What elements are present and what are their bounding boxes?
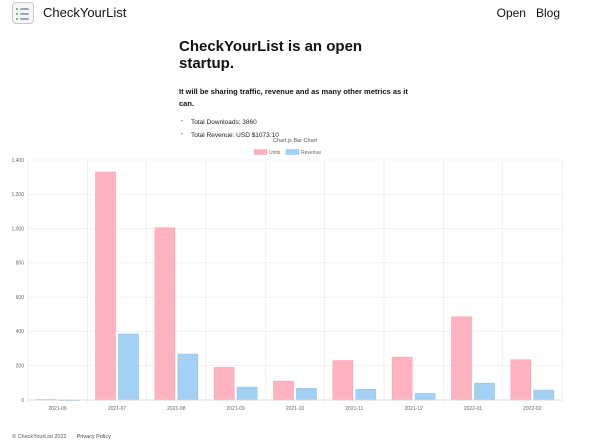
hero-section: CheckYourList is an open startup. It wil… bbox=[179, 38, 409, 142]
bar-units-2022-02 bbox=[510, 359, 532, 401]
bar-revenue-2021-09 bbox=[236, 386, 258, 401]
x-tick-label: 2021-11 bbox=[345, 406, 363, 412]
footer: © CheckYourList 2022 Privacy Policy bbox=[12, 434, 111, 440]
metric-total-downloads: Total Downloads: 3860 bbox=[179, 116, 409, 129]
bar-revenue-2021-11 bbox=[355, 389, 377, 401]
bar-revenue-2021-08 bbox=[177, 353, 199, 401]
x-tick-label: 2021-10 bbox=[286, 406, 305, 412]
nav-link-open[interactable]: Open bbox=[496, 6, 526, 20]
y-tick-label: 400 bbox=[16, 329, 25, 335]
bar-revenue-2021-10 bbox=[296, 388, 317, 401]
x-tick-label: 2021-08 bbox=[167, 406, 186, 412]
y-tick-label: 0 bbox=[21, 398, 24, 404]
y-tick-label: 600 bbox=[16, 295, 25, 301]
legend-swatch-revenue bbox=[285, 149, 300, 155]
y-tick-label: 800 bbox=[16, 261, 25, 267]
bar-chart-svg: Chart.js Bar Chart Units Revenue 0 200 400 600… bbox=[11, 138, 563, 412]
y-tick-label: 200 bbox=[16, 364, 25, 370]
checklist-logo-icon[interactable] bbox=[12, 2, 34, 24]
bar-units-2021-10 bbox=[273, 380, 294, 401]
x-tick-label: 2021-12 bbox=[404, 406, 423, 412]
bar-revenue-2022-01 bbox=[474, 382, 495, 401]
x-tick-label: 2022-02 bbox=[523, 406, 542, 412]
bar-units-2021-11 bbox=[332, 360, 354, 401]
x-tick-label: 2021-07 bbox=[108, 406, 127, 412]
y-tick-label: 1,400 bbox=[11, 158, 24, 164]
legend-label-revenue: Revenue bbox=[301, 150, 321, 156]
footer-privacy-link[interactable]: Privacy Policy bbox=[76, 434, 111, 440]
nav-link-blog[interactable]: Blog bbox=[535, 6, 560, 20]
page-title: CheckYourList is an open startup. bbox=[179, 38, 363, 72]
bar-revenue-2021-12 bbox=[414, 393, 436, 401]
metric-total-revenue: Total Revenue: USD $1073.10 bbox=[179, 129, 409, 142]
bar-units-2021-08 bbox=[154, 227, 176, 401]
bar-revenue-2021-07 bbox=[118, 333, 139, 401]
bar-units-2022-01 bbox=[451, 316, 472, 401]
bar-units-2021-12 bbox=[391, 356, 413, 401]
top-bar: CheckYourList Open Blog bbox=[0, 0, 600, 30]
bar-chart: Chart.js Bar Chart Units Revenue 0 200 400 600… bbox=[0, 132, 600, 422]
footer-copyright: © CheckYourList 2022 bbox=[12, 434, 67, 440]
brand-name[interactable]: CheckYourList bbox=[43, 5, 127, 20]
bar-revenue-2022-02 bbox=[533, 389, 555, 401]
metrics-list: Total Downloads: 3860 Total Revenue: USD… bbox=[179, 116, 409, 142]
x-tick-label: 2022-01 bbox=[464, 406, 483, 412]
main-nav: Open Blog bbox=[497, 6, 560, 20]
y-tick-label: 1,000 bbox=[11, 226, 24, 232]
legend-label-units: Units bbox=[269, 150, 281, 156]
bar-units-2021-09 bbox=[213, 367, 235, 401]
y-tick-label: 1,200 bbox=[11, 192, 24, 198]
legend-swatch-units bbox=[253, 149, 268, 155]
bar-units-2021-07 bbox=[95, 171, 116, 401]
x-tick-label: 2021-09 bbox=[226, 406, 245, 412]
x-tick-label: 2021-06 bbox=[48, 406, 67, 412]
page-subtitle: It will be sharing traffic, revenue and … bbox=[179, 87, 408, 108]
chart-title: Chart.js Bar Chart bbox=[273, 138, 317, 144]
